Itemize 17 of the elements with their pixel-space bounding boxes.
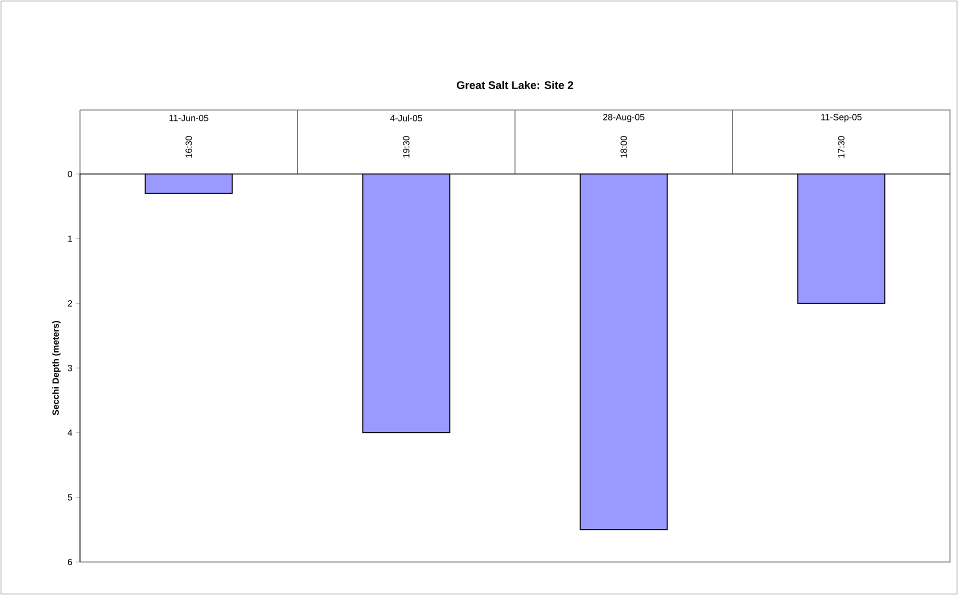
text: 16:30 xyxy=(186,136,192,158)
y-tick-label: 4 xyxy=(68,430,72,436)
x-tick-label: 4-Jul-05 xyxy=(390,114,422,122)
y-tick-label: 0 xyxy=(68,170,72,178)
y-tick-label: 5 xyxy=(68,494,72,500)
text: 19:30 xyxy=(403,136,410,158)
y-tick-label: 3 xyxy=(68,364,72,372)
y-axis-title: Secchi Depth (meters) xyxy=(52,320,61,416)
x-tick-label: 11-Sep-05 xyxy=(821,114,862,122)
y-tick-label: 6 xyxy=(68,558,72,566)
x-tick-label: 28-Aug-05 xyxy=(603,114,644,122)
y-tick-label: 1 xyxy=(68,236,72,242)
text: 17:30 xyxy=(838,136,844,158)
text: 18:00 xyxy=(620,136,627,158)
chart-title: Great Salt Lake: Site 2 xyxy=(456,80,574,90)
x-tick-label: 11-Jun-05 xyxy=(170,114,208,122)
y-tick-label: 2 xyxy=(68,300,72,306)
